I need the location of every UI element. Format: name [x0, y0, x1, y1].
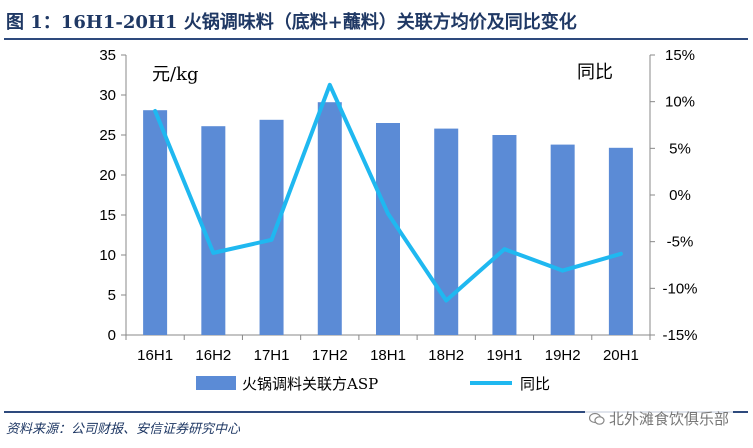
right-tick-label: 0%: [669, 187, 691, 204]
watermark-text: 北外滩食饮俱乐部: [609, 410, 730, 428]
x-tick-label: 19H2: [545, 347, 581, 364]
legend-line-label: 同比: [520, 375, 550, 393]
left-tick-label: 30: [99, 87, 116, 104]
line-series: [153, 82, 623, 303]
right-tick-label: -15%: [662, 327, 697, 344]
right-tick-label: 10%: [665, 94, 695, 111]
legend-bar-swatch: [196, 376, 236, 390]
left-axis-label: 元/kg: [152, 64, 199, 85]
left-tick-label: 5: [108, 287, 116, 304]
x-tick-label: 16H2: [195, 347, 231, 364]
source-note: 资料来源：公司财报、安信证券研究中心: [6, 422, 241, 437]
legend-bar-label: 火锅调料关联方ASP: [242, 375, 378, 393]
left-tick-label: 25: [99, 127, 116, 144]
x-tick-label: 20H1: [603, 347, 639, 364]
chart-title: 图 1：16H1-20H1 火锅调味料（底料+蘸料）关联方均价及同比变化: [6, 12, 577, 33]
left-tick-label: 20: [99, 167, 116, 184]
left-tick-label: 35: [99, 47, 116, 64]
bar: [434, 128, 459, 335]
source-divider: [4, 411, 748, 413]
yoy-line: [153, 82, 623, 303]
bar: [492, 135, 517, 335]
bar: [608, 147, 633, 335]
bar: [259, 119, 284, 335]
legend: 火锅调料关联方ASP 同比: [196, 375, 550, 393]
right-tick-label: -10%: [662, 280, 697, 297]
watermark: 北外滩食饮俱乐部: [585, 408, 734, 429]
x-tick-label: 18H2: [428, 347, 464, 364]
right-tick-label: -5%: [667, 234, 694, 251]
title-divider: [4, 38, 748, 40]
x-tick-label: 16H1: [137, 347, 173, 364]
x-tick-label: 17H2: [312, 347, 348, 364]
right-tick-label: 5%: [669, 140, 691, 157]
bar: [550, 144, 575, 335]
right-tick-label: 15%: [665, 47, 695, 64]
left-tick-label: 15: [99, 207, 116, 224]
left-tick-labels: 0 5 10 15 20 25 30 35: [99, 47, 116, 344]
bar: [317, 102, 342, 335]
bar: [143, 110, 168, 335]
chart: 16H1 16H2 17H1 17H2 18H1 18H2 19H1 19H2 20H1 0 5 1…: [99, 47, 697, 393]
x-tick-label: 19H1: [487, 347, 523, 364]
right-tick-labels: -15% -10% -5% 0% 5% 10% 15%: [662, 47, 697, 344]
x-tick-label: 18H1: [370, 347, 406, 364]
x-tick-label: 17H1: [254, 347, 290, 364]
left-tick-label: 10: [99, 247, 116, 264]
right-axis-label: 同比: [577, 62, 613, 83]
left-tick-label: 0: [108, 327, 116, 344]
x-tick-labels: 16H1 16H2 17H1 17H2 18H1 18H2 19H1 19H2 20H1: [137, 347, 639, 364]
bar-series: [143, 102, 633, 335]
wechat-icon: [589, 412, 605, 425]
